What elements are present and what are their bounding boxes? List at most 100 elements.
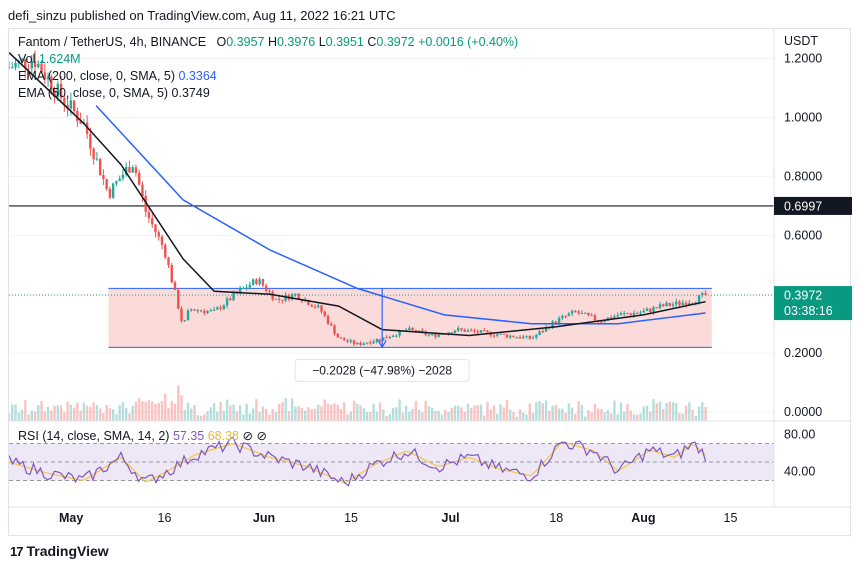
volume-bar — [30, 410, 33, 421]
volume-bar — [219, 401, 222, 421]
currency-label: USDT — [784, 34, 818, 48]
volume-bar — [551, 405, 554, 421]
candle-body — [385, 337, 388, 339]
volume-bar — [701, 402, 704, 421]
candle-body — [131, 167, 134, 173]
candle-body — [121, 174, 125, 179]
candle-body — [160, 236, 164, 245]
volume-bar — [515, 416, 518, 421]
candle-body — [691, 303, 694, 305]
candle-body — [453, 330, 457, 333]
volume-bar — [229, 405, 232, 421]
candle-body — [196, 310, 199, 312]
rsi-axis[interactable]: 80.00 40.00 — [784, 427, 815, 478]
volume-bar — [157, 402, 160, 421]
volume-bar — [574, 413, 577, 421]
candle-body — [681, 302, 684, 306]
volume-bar — [450, 407, 453, 421]
volume-bar — [561, 408, 564, 421]
volume-bar — [662, 409, 665, 421]
legend-ema200-row[interactable]: EMA (200, close, 0, SMA, 5) 0.3364 — [18, 69, 518, 83]
volume-bar — [131, 406, 134, 421]
candle-body — [30, 60, 33, 69]
candle-body — [652, 307, 655, 313]
candle-body — [98, 158, 102, 176]
candle-body — [79, 120, 82, 124]
volume-bar — [245, 403, 248, 421]
candle-body — [437, 334, 440, 337]
volume-bar — [33, 411, 37, 421]
candle-body — [290, 294, 294, 300]
candle-body — [626, 313, 629, 315]
candle-body — [697, 295, 701, 303]
volume-bar — [20, 409, 24, 421]
volume-bar — [313, 409, 317, 421]
legend-vol-row[interactable]: Vol 1.624M — [18, 52, 518, 66]
volume-bar — [310, 409, 313, 421]
volume-bar — [535, 402, 538, 421]
candle-body — [212, 309, 216, 311]
rsi-settings-icon[interactable]: ⊘ — [242, 429, 253, 443]
volume-bar — [704, 406, 707, 421]
volume-bar — [134, 401, 138, 421]
volume-bar — [443, 409, 447, 421]
footer-brand[interactable]: 17 TradingView — [10, 543, 109, 559]
candle-body — [456, 328, 460, 331]
rsi-visibility-icon[interactable]: ⊘ — [256, 429, 267, 443]
rsi-legend-value1: 57.35 — [172, 429, 205, 443]
volume-bar — [180, 395, 183, 421]
candle-body — [496, 334, 499, 336]
last-price-label-text: 0.3972 — [784, 289, 822, 303]
tradingview-logo-icon: 17 — [10, 543, 24, 559]
candle-body — [580, 313, 584, 315]
volume-bar — [235, 411, 239, 421]
candle-body — [300, 299, 304, 302]
candle-body — [274, 298, 278, 300]
volume-bar — [476, 405, 479, 421]
candle-body — [639, 312, 642, 314]
volume-bar — [27, 414, 30, 421]
legend-symbol[interactable]: Fantom / TetherUS, 4h, BINANCE — [18, 35, 207, 49]
price-axis[interactable]: USDT 1.2000 1.0000 0.8000 0.6000 0.2000 0.000… — [784, 34, 822, 419]
rsi-legend[interactable]: RSI (14, close, SMA, 14, 2) 57.35 68.38 … — [18, 428, 267, 443]
time-axis[interactable]: May 16 Jun 15 Jul 18 Aug 15 — [59, 511, 737, 525]
price-tick-label: 1.0000 — [784, 110, 822, 124]
candle-body — [199, 310, 203, 312]
candle-body — [613, 316, 616, 319]
volume-bar — [186, 402, 190, 421]
volume-bar — [372, 403, 375, 421]
volume-bar — [463, 411, 466, 421]
candle-body — [323, 311, 326, 316]
candle-body — [95, 158, 99, 160]
volume-bar — [232, 404, 235, 421]
candle-body — [89, 133, 92, 149]
candle-body — [662, 304, 665, 307]
volume-bar — [206, 411, 209, 421]
volume-bar — [359, 405, 362, 421]
volume-bar — [538, 401, 541, 421]
candle-body — [268, 290, 271, 292]
measure-arrow[interactable] — [377, 288, 387, 349]
volume-bar — [401, 412, 405, 421]
candle-body — [154, 224, 157, 233]
legend-ema200-value: 0.3364 — [178, 69, 217, 83]
chart-canvas[interactable]: −0.2028 (−47.98%) −2028 USDT 1.2000 1.000… — [7, 29, 852, 537]
volume-bar — [56, 405, 60, 421]
candle-body — [118, 178, 121, 182]
legend-ema50-row[interactable]: EMA (50, close, 0, SMA, 5) 0.3749 — [18, 86, 518, 100]
chart-frame[interactable]: −0.2028 (−47.98%) −2028 USDT 1.2000 1.000… — [7, 28, 852, 537]
volume-bar — [271, 408, 274, 421]
candle-body — [173, 282, 177, 290]
volume-bar — [261, 406, 265, 421]
volume-bar — [427, 406, 431, 421]
measure-label[interactable]: −0.2028 (−47.98%) −2028 — [294, 358, 470, 382]
candle-body — [483, 330, 486, 332]
candle-body — [362, 343, 366, 345]
volume-bar — [505, 399, 509, 421]
volume-bar — [108, 407, 112, 421]
volume-bar — [151, 401, 154, 421]
volume-bar — [307, 407, 310, 421]
candle-body — [450, 332, 453, 334]
candle-body — [186, 310, 190, 321]
volume-bar — [128, 413, 131, 421]
